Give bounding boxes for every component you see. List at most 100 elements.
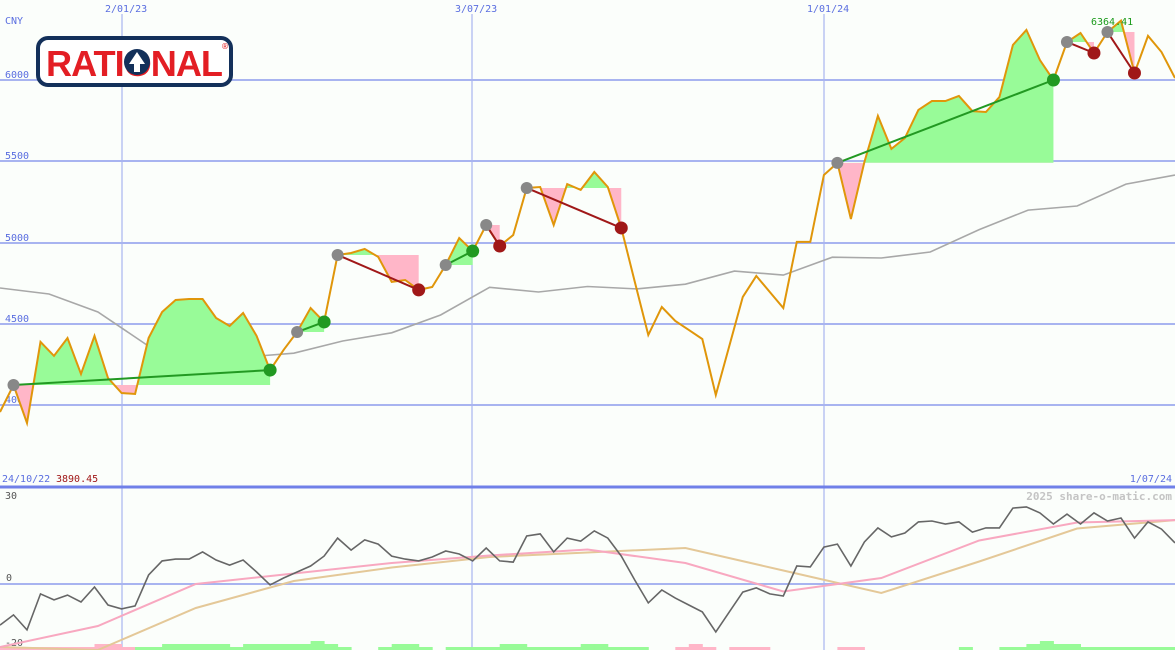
histogram-bar bbox=[310, 641, 325, 650]
histogram-bar bbox=[202, 644, 217, 650]
histogram-bar bbox=[175, 644, 190, 650]
trend-line bbox=[1106, 31, 1136, 74]
vertical-grid bbox=[121, 14, 825, 650]
histogram-bar bbox=[1080, 647, 1095, 650]
signal-start-marker bbox=[1060, 35, 1073, 48]
histogram-bar bbox=[999, 647, 1014, 650]
x-tick-label: 3/07/23 bbox=[455, 4, 497, 15]
logo-arrow-icon bbox=[129, 52, 145, 72]
x-tick-label: 1/01/24 bbox=[807, 4, 849, 15]
histogram-bar bbox=[256, 644, 271, 650]
histogram-bar bbox=[742, 647, 757, 650]
buy-signal-marker bbox=[317, 315, 331, 329]
histogram-bar bbox=[1148, 647, 1162, 650]
y-tick-label: 6000 bbox=[5, 70, 29, 81]
sell-signal-marker bbox=[1087, 46, 1101, 60]
histogram-bar bbox=[0, 647, 14, 650]
slow-average-line bbox=[0, 519, 1175, 650]
loss-area bbox=[297, 332, 325, 333]
y-tick-label: 5000 bbox=[5, 233, 29, 244]
histogram-bar bbox=[108, 644, 122, 650]
histogram-bar bbox=[378, 647, 393, 650]
histogram-bar bbox=[1107, 647, 1122, 650]
loss-area bbox=[526, 187, 622, 228]
signal-start-marker bbox=[520, 181, 533, 194]
histogram-bar bbox=[297, 644, 312, 650]
y-tick-label: 4500 bbox=[5, 314, 29, 325]
signal-start-marker bbox=[7, 379, 20, 392]
histogram-bar bbox=[675, 647, 690, 650]
histogram-bar bbox=[526, 647, 541, 650]
histogram-bar bbox=[324, 644, 339, 650]
buy-signal-marker bbox=[263, 363, 277, 377]
histogram-bar bbox=[148, 647, 163, 650]
buy-signal-marker bbox=[1046, 73, 1060, 87]
watermark: 2025 share-o-matic.com bbox=[1026, 490, 1172, 503]
histogram-bar bbox=[162, 644, 177, 650]
histogram-bar bbox=[1053, 644, 1068, 650]
price-layer bbox=[0, 18, 1175, 427]
signal-start-marker bbox=[331, 248, 344, 261]
histogram-bar bbox=[135, 647, 150, 650]
histogram-bar bbox=[1026, 644, 1041, 650]
histogram-bar bbox=[1039, 641, 1054, 650]
histogram-bar bbox=[283, 644, 298, 650]
loss-area bbox=[1123, 32, 1135, 73]
histogram-bar bbox=[1121, 647, 1135, 650]
histogram-bar bbox=[567, 647, 582, 650]
signal-start-marker bbox=[831, 156, 844, 169]
histogram-bar bbox=[391, 644, 406, 650]
histogram-bar bbox=[337, 647, 352, 650]
histogram-bar bbox=[445, 647, 460, 650]
histogram-bar bbox=[756, 647, 771, 650]
histogram-bar bbox=[1134, 647, 1149, 650]
buy-signal-marker bbox=[466, 244, 480, 258]
oscillator-layer bbox=[0, 506, 1175, 650]
end-date-label: 1/07/24 bbox=[1130, 474, 1172, 485]
histogram-bar bbox=[702, 647, 717, 650]
max-value-label: 6364.41 bbox=[1091, 17, 1133, 28]
trend-line bbox=[13, 369, 271, 387]
loss-area bbox=[837, 162, 1054, 219]
currency-label: CNY bbox=[5, 16, 23, 27]
histogram-bar bbox=[405, 644, 420, 650]
fast-average-line bbox=[0, 519, 1175, 648]
signal-start-marker bbox=[439, 259, 452, 272]
histogram-bar bbox=[594, 644, 609, 650]
sell-signal-marker bbox=[1127, 66, 1141, 80]
histogram-bar bbox=[94, 644, 109, 650]
histogram-bar bbox=[472, 647, 487, 650]
x-tick-label: 2/01/23 bbox=[105, 4, 147, 15]
osc-y-tick-label: 30 bbox=[5, 491, 17, 502]
signal-start-marker bbox=[480, 219, 493, 232]
gain-area bbox=[837, 29, 1054, 163]
histogram-bar bbox=[837, 647, 852, 650]
trend-line bbox=[526, 187, 622, 229]
histogram-bar bbox=[850, 647, 865, 650]
trend-line bbox=[337, 254, 420, 291]
histogram-bar bbox=[580, 644, 595, 650]
histogram-bar bbox=[1012, 647, 1027, 650]
gain-area bbox=[526, 172, 622, 188]
osc-y-tick-label: 0 bbox=[6, 573, 12, 584]
sell-signal-marker bbox=[614, 221, 628, 235]
histogram-bar bbox=[486, 647, 501, 650]
min-value-label: 3890.45 bbox=[56, 474, 98, 485]
histogram-bar bbox=[621, 647, 636, 650]
histogram-bar bbox=[634, 647, 649, 650]
trend-layer bbox=[7, 26, 1141, 392]
price-line bbox=[0, 18, 1175, 427]
histogram-bar bbox=[459, 647, 474, 650]
loss-area bbox=[1066, 41, 1094, 53]
start-date-label: 24/10/22 bbox=[2, 474, 50, 485]
momentum-line bbox=[0, 506, 1175, 634]
loss-area bbox=[337, 254, 419, 290]
y-tick-label: 5500 bbox=[5, 151, 29, 162]
histogram-bar bbox=[553, 647, 568, 650]
signal-start-marker bbox=[291, 326, 304, 339]
histogram-bar bbox=[418, 647, 433, 650]
histogram-bar bbox=[270, 644, 285, 650]
histogram-bar bbox=[243, 644, 258, 650]
